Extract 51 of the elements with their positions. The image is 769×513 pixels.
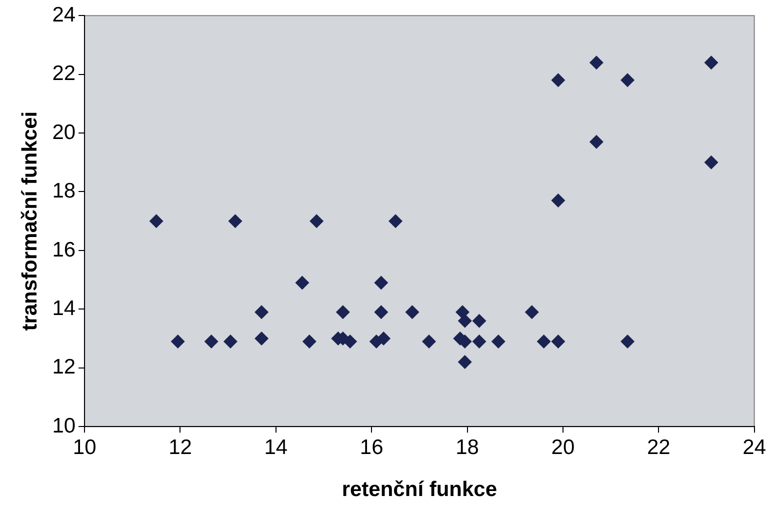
point bbox=[704, 56, 718, 70]
y-tick-label: 24 bbox=[52, 3, 76, 26]
point bbox=[374, 276, 388, 290]
point bbox=[589, 56, 604, 70]
point bbox=[422, 334, 436, 348]
point bbox=[551, 334, 566, 348]
point bbox=[254, 332, 269, 346]
point bbox=[310, 214, 324, 228]
point bbox=[204, 334, 218, 348]
point bbox=[551, 73, 566, 88]
point bbox=[228, 214, 242, 228]
point bbox=[405, 305, 420, 320]
point bbox=[458, 355, 472, 370]
y-tick-label: 16 bbox=[52, 238, 76, 262]
x-tick-label: 20 bbox=[551, 436, 575, 459]
point bbox=[254, 305, 269, 320]
point bbox=[589, 134, 604, 149]
x-tick-label: 18 bbox=[456, 436, 479, 459]
x-tick-label: 10 bbox=[72, 436, 96, 459]
point bbox=[149, 214, 164, 228]
point bbox=[620, 334, 635, 348]
x-axis-title: retenční funkce bbox=[342, 478, 498, 502]
y-tick-label: 20 bbox=[52, 120, 76, 144]
point bbox=[388, 214, 403, 228]
point bbox=[472, 334, 486, 348]
y-tick-label: 22 bbox=[52, 62, 76, 86]
point bbox=[170, 334, 185, 348]
x-tick-label: 14 bbox=[264, 436, 288, 459]
point bbox=[336, 305, 350, 320]
x-tick-label: 22 bbox=[646, 436, 670, 459]
x-tick-label: 12 bbox=[168, 436, 192, 459]
y-tick-label: 14 bbox=[52, 296, 76, 320]
point bbox=[302, 334, 316, 348]
y-axis-title: transformační funkcei bbox=[18, 111, 42, 331]
y-tick-label: 18 bbox=[52, 180, 76, 203]
point bbox=[491, 334, 506, 348]
point bbox=[704, 155, 718, 170]
point bbox=[536, 334, 551, 348]
y-tick-label: 10 bbox=[52, 414, 76, 438]
point bbox=[374, 305, 388, 320]
point bbox=[524, 305, 539, 320]
point bbox=[458, 314, 472, 328]
x-tick-label: 24 bbox=[742, 436, 766, 459]
x-tick-label: 16 bbox=[360, 436, 384, 459]
point bbox=[295, 276, 310, 290]
point bbox=[551, 194, 566, 208]
point bbox=[472, 314, 486, 328]
point bbox=[376, 332, 391, 346]
y-tick-label: 12 bbox=[52, 356, 76, 379]
point bbox=[223, 334, 238, 348]
point bbox=[620, 73, 635, 88]
